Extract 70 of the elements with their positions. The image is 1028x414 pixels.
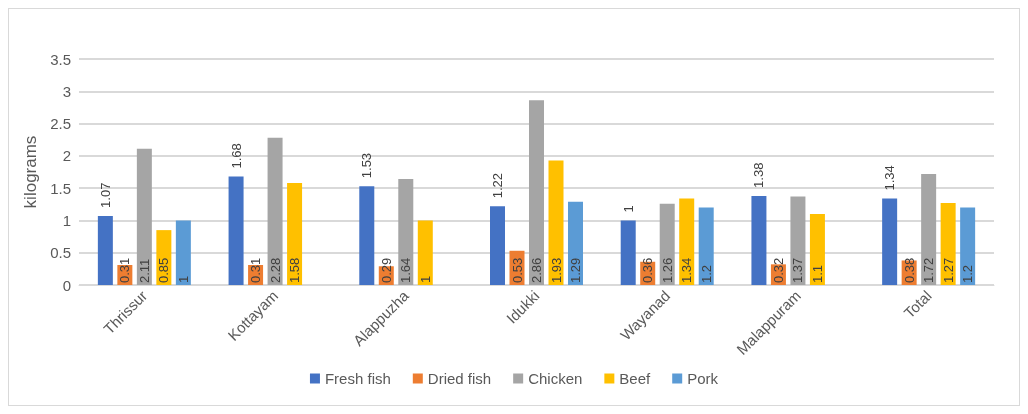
data-label: 1 xyxy=(175,275,191,283)
data-label: 1.64 xyxy=(398,257,414,283)
bar xyxy=(809,213,825,285)
legend-label: Pork xyxy=(687,370,719,387)
data-label: 0.31 xyxy=(248,257,264,283)
bar xyxy=(529,100,544,285)
data-label: 1.34 xyxy=(882,165,898,191)
data-label: 1.27 xyxy=(940,257,956,283)
data-label: 1.58 xyxy=(287,257,303,283)
data-label: 1 xyxy=(620,205,636,213)
bar xyxy=(960,207,976,285)
data-label: 1.22 xyxy=(490,172,505,199)
data-label: 1.37 xyxy=(790,257,806,283)
data-label: 1.72 xyxy=(921,257,937,283)
data-label: 1 xyxy=(417,275,433,283)
data-label: 1.2 xyxy=(698,264,714,283)
data-label: 1.93 xyxy=(548,257,564,283)
y-tick-label: 3.5 xyxy=(50,50,71,68)
legend-label: Fresh fish xyxy=(324,370,391,387)
data-label: 0.38 xyxy=(901,257,917,283)
bar xyxy=(359,186,375,285)
y-tick-label: 0.5 xyxy=(50,244,71,262)
y-tick-label: 1.5 xyxy=(50,179,71,197)
data-label: 0.29 xyxy=(378,257,394,283)
data-label: 1.38 xyxy=(751,162,767,188)
bar xyxy=(921,173,937,285)
data-label: 1.07 xyxy=(97,182,113,208)
bar xyxy=(882,198,898,285)
data-label: 1.29 xyxy=(568,257,583,283)
data-label: 1.68 xyxy=(228,143,244,169)
data-label: 1.34 xyxy=(679,257,695,283)
data-label: 2.11 xyxy=(136,258,152,283)
data-label: 1.2 xyxy=(960,264,976,283)
bar xyxy=(175,220,191,285)
bar xyxy=(751,195,767,285)
bar xyxy=(490,206,505,285)
data-label: 0.31 xyxy=(117,257,133,283)
bar xyxy=(698,207,714,285)
y-tick-label: 1 xyxy=(62,211,71,229)
data-label: 0.32 xyxy=(770,257,786,283)
bar xyxy=(568,201,583,285)
bar xyxy=(940,202,956,285)
data-label: 1.26 xyxy=(659,257,675,283)
bar xyxy=(97,215,113,285)
bar xyxy=(228,176,244,285)
bar xyxy=(267,137,283,285)
bar xyxy=(620,220,636,285)
bar xyxy=(136,148,152,285)
bar xyxy=(548,160,564,285)
bar xyxy=(659,203,675,285)
y-tick-label: 0 xyxy=(62,276,71,294)
data-label: 0.36 xyxy=(640,257,656,283)
y-tick-label: 2 xyxy=(62,147,71,165)
data-label: 1.53 xyxy=(359,152,375,179)
data-label: 2.28 xyxy=(267,257,283,283)
bar xyxy=(398,179,414,285)
bar xyxy=(790,196,806,285)
legend-label: Dried fish xyxy=(427,370,492,387)
bar xyxy=(287,182,303,285)
data-label: 1.1 xyxy=(809,264,825,283)
y-tick-label: 2.5 xyxy=(50,115,71,133)
bar xyxy=(417,220,433,285)
bar xyxy=(679,198,695,285)
data-label: 0.53 xyxy=(509,257,525,283)
y-axis-title: kilograms xyxy=(21,135,41,209)
legend-label: Chicken xyxy=(528,370,583,387)
data-label: 2.86 xyxy=(529,257,544,283)
legend-label: Beef xyxy=(619,370,652,387)
data-label: 0.85 xyxy=(156,257,172,283)
y-tick-label: 3 xyxy=(62,82,71,100)
